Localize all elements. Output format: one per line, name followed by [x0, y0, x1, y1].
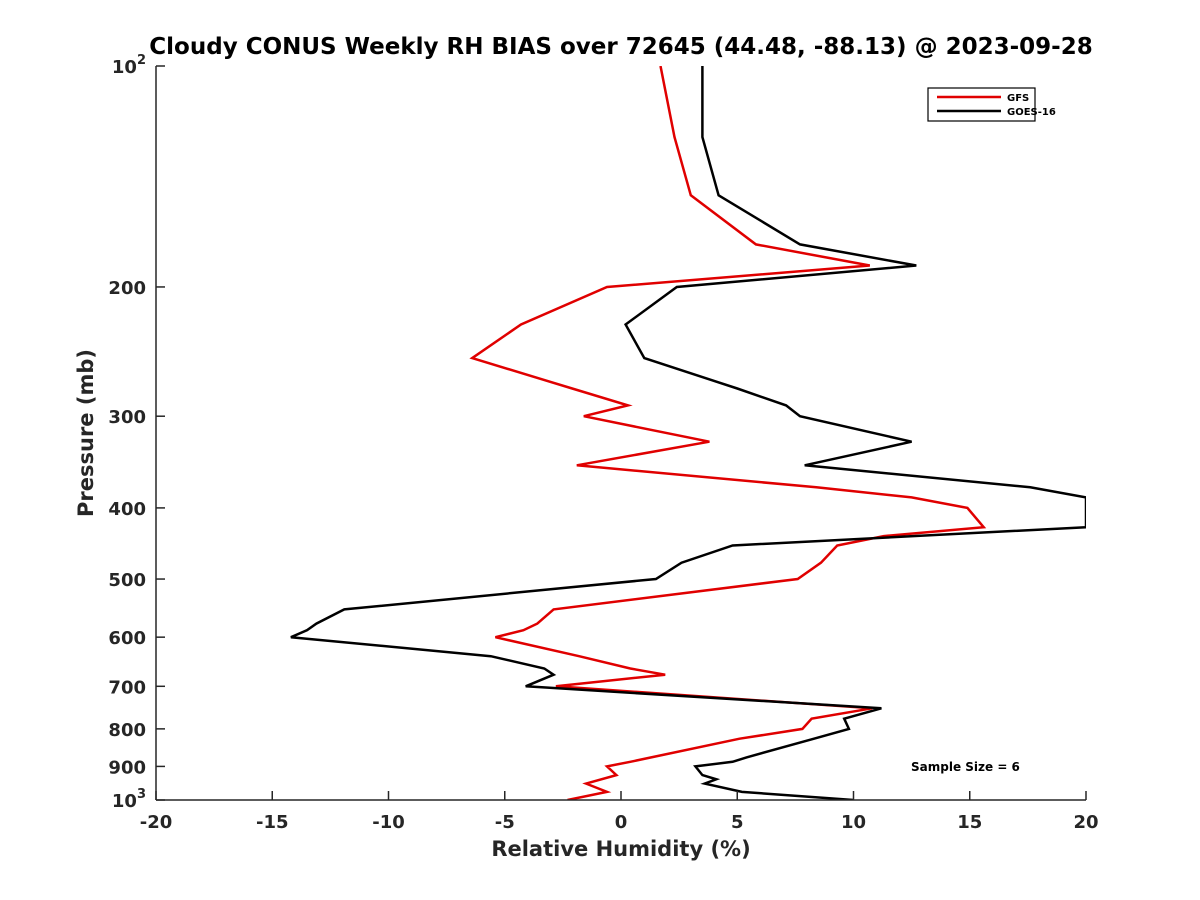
x-tick-label: -5 — [495, 812, 515, 833]
x-tick-label: 5 — [731, 812, 744, 833]
series-line-goes-16 — [290, 66, 1086, 800]
x-tick-label: -15 — [256, 812, 289, 833]
y-tick-label: 600 — [108, 628, 146, 649]
y-tick-label: 103 — [112, 787, 146, 812]
y-tick-label: 102 — [112, 53, 146, 78]
x-tick-label: 15 — [957, 812, 982, 833]
y-tick-label: 300 — [108, 407, 146, 428]
x-axis-label: Relative Humidity (%) — [491, 837, 750, 861]
series-line-gfs — [469, 66, 987, 800]
y-tick-label: 200 — [108, 278, 146, 299]
y-tick-label: 400 — [108, 499, 146, 520]
x-tick-label: -10 — [372, 812, 405, 833]
legend-box — [927, 87, 1036, 122]
x-tick-label: -20 — [140, 812, 173, 833]
x-tick-label: 10 — [841, 812, 866, 833]
chart-title: Cloudy CONUS Weekly RH BIAS over 72645 (… — [149, 34, 1092, 60]
y-tick-label: 900 — [108, 757, 146, 778]
series-group — [290, 66, 1086, 800]
x-tick-label: 0 — [615, 812, 628, 833]
y-tick-label: 800 — [108, 720, 146, 741]
legend-entry-label: GOES-16 — [1007, 107, 1056, 118]
plot-area: -20 -15 -10 -5 0 5 10 15 20 102 200 300 400 500 600 700… — [108, 53, 1098, 833]
y-axis-label: Pressure (mb) — [74, 349, 98, 517]
sample-size-annotation: Sample Size = 6 — [911, 760, 1020, 774]
y-tick-label: 500 — [108, 570, 146, 591]
y-tick-label: 700 — [108, 677, 146, 698]
legend-entry-label: GFS — [1007, 93, 1029, 104]
legend: GFS GOES-16 — [927, 87, 1056, 122]
x-tick-label: 20 — [1073, 812, 1098, 833]
